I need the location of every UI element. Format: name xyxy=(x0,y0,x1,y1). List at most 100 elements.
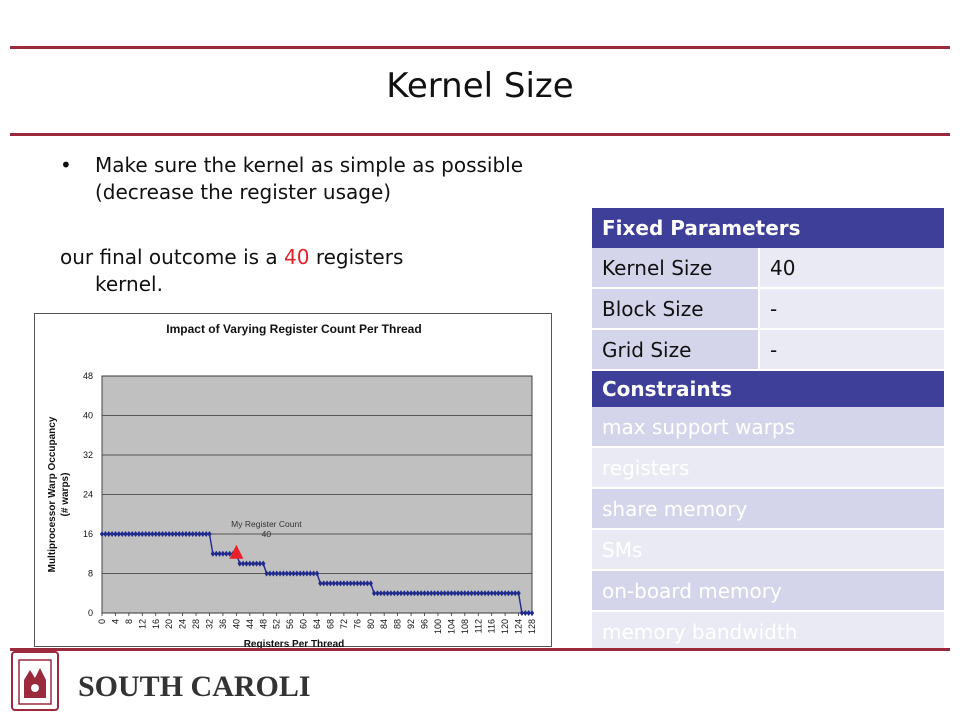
y-tick-label: 24 xyxy=(83,490,93,500)
data-point xyxy=(361,580,367,587)
x-axis-label: Registers Per Thread xyxy=(244,639,345,648)
data-point xyxy=(294,570,300,577)
param-value: - xyxy=(760,330,944,371)
data-point xyxy=(244,560,249,567)
data-point xyxy=(368,580,373,587)
data-point xyxy=(220,550,226,557)
data-point xyxy=(247,560,253,567)
data-point xyxy=(109,531,115,537)
data-point xyxy=(324,580,330,587)
data-point xyxy=(479,590,484,597)
logo-wordmark: SOUTH CAROLINA. xyxy=(78,670,310,703)
bullet-text: Make sure the kernel as simple as possib… xyxy=(95,153,524,204)
data-point xyxy=(214,550,219,557)
data-point xyxy=(338,580,343,587)
x-tick-label: 24 xyxy=(178,619,188,629)
footer-rule xyxy=(10,648,950,651)
data-point xyxy=(425,590,431,597)
data-point xyxy=(328,580,333,587)
data-point xyxy=(116,531,121,537)
outcome-value: 40 xyxy=(284,245,310,269)
university-logo: SOUTH CAROLINA. xyxy=(10,650,361,714)
data-point xyxy=(459,590,464,597)
constraint-row: share memory xyxy=(592,489,944,530)
data-point xyxy=(513,590,518,597)
x-tick-label: 0 xyxy=(97,619,107,624)
data-point xyxy=(113,531,118,537)
bullet-dot: • xyxy=(60,153,72,177)
param-value: 40 xyxy=(760,248,944,289)
data-point xyxy=(271,570,276,577)
data-point xyxy=(365,580,370,587)
constraint-row: SMs xyxy=(592,530,944,571)
data-point xyxy=(523,610,528,616)
data-point xyxy=(123,531,128,537)
data-point xyxy=(170,531,175,537)
data-point xyxy=(304,570,310,577)
x-tick-label: 32 xyxy=(205,619,215,629)
y-tick-label: 40 xyxy=(83,411,93,421)
x-tick-label: 120 xyxy=(500,619,510,634)
y-tick-label: 8 xyxy=(88,569,93,579)
x-tick-label: 100 xyxy=(433,619,443,634)
data-point xyxy=(489,590,494,597)
data-point xyxy=(516,590,521,597)
x-tick-label: 52 xyxy=(272,619,282,629)
data-point xyxy=(193,531,199,537)
data-point xyxy=(190,531,195,537)
data-point xyxy=(462,590,468,597)
data-point xyxy=(274,570,279,577)
x-tick-label: 36 xyxy=(218,619,228,629)
data-point xyxy=(197,531,202,537)
param-key: Block Size xyxy=(592,289,760,330)
data-point xyxy=(257,560,263,567)
data-point xyxy=(455,590,461,597)
data-point xyxy=(355,580,360,587)
slide-title: Kernel Size xyxy=(386,66,574,106)
data-point xyxy=(301,570,306,577)
x-tick-label: 96 xyxy=(420,619,430,629)
param-key: Grid Size xyxy=(592,330,760,371)
data-point xyxy=(358,580,363,587)
constraint-row: on-board memory xyxy=(592,571,944,612)
param-row: Block Size - xyxy=(592,289,944,330)
x-tick-label: 8 xyxy=(124,619,134,624)
x-tick-label: 48 xyxy=(258,619,268,629)
x-tick-label: 88 xyxy=(393,619,403,629)
chart-svg: Impact of Varying Register Count Per Thr… xyxy=(47,322,537,648)
constraint-row: max support warps xyxy=(592,407,944,448)
x-tick-label: 44 xyxy=(245,619,255,629)
x-tick-label: 16 xyxy=(151,619,161,629)
outcome-prefix: our final outcome is a xyxy=(60,245,285,269)
data-point xyxy=(267,570,273,577)
x-tick-label: 68 xyxy=(325,619,335,629)
data-point xyxy=(529,610,535,616)
data-point xyxy=(177,531,182,537)
data-point xyxy=(261,560,266,567)
x-tick-label: 92 xyxy=(406,619,416,629)
data-point xyxy=(331,580,336,587)
data-point xyxy=(476,590,481,597)
y-axis-label-units: (# warps) xyxy=(60,473,71,517)
outcome-line2: kernel. xyxy=(95,272,163,296)
data-point xyxy=(183,531,189,537)
data-point xyxy=(264,570,269,577)
data-point xyxy=(499,590,504,597)
data-point xyxy=(378,590,384,597)
data-point xyxy=(465,590,471,597)
data-point xyxy=(103,531,108,537)
title-underline-rule xyxy=(10,133,950,136)
x-tick-label: 112 xyxy=(473,619,483,633)
data-point xyxy=(298,570,303,577)
data-point xyxy=(187,531,192,537)
data-point xyxy=(284,570,289,577)
x-tick-label: 60 xyxy=(299,619,309,629)
data-point xyxy=(398,590,404,597)
x-tick-label: 56 xyxy=(285,619,295,629)
data-point xyxy=(408,590,414,597)
data-point xyxy=(119,531,125,537)
data-point xyxy=(281,570,286,577)
constraint-item: max support warps xyxy=(592,407,944,448)
data-point xyxy=(224,550,229,557)
data-point xyxy=(173,531,179,537)
